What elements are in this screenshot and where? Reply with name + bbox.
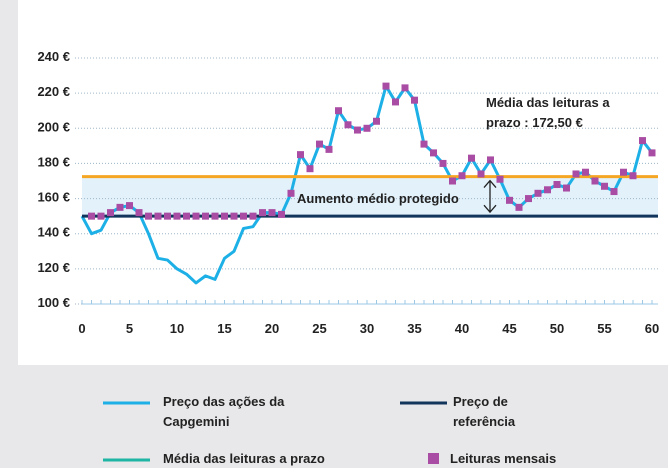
y-tick-label: 160 €	[37, 190, 70, 205]
monthly-reading	[297, 151, 304, 159]
monthly-reading	[506, 196, 513, 204]
monthly-reading	[230, 212, 238, 220]
x-tick-label: 30	[360, 321, 374, 336]
monthly-reading	[487, 156, 494, 164]
monthly-reading	[344, 121, 352, 129]
monthly-reading	[173, 212, 181, 220]
monthly-reading	[183, 212, 190, 220]
y-tick-label: 180 €	[37, 155, 70, 170]
y-tick-label: 220 €	[37, 85, 70, 100]
x-tick-label: 15	[217, 321, 231, 336]
monthly-reading	[354, 126, 361, 134]
monthly-reading	[411, 96, 418, 104]
monthly-reading	[525, 195, 532, 203]
monthly-reading	[116, 203, 124, 211]
x-tick-label: 10	[170, 321, 184, 336]
monthly-reading	[553, 181, 561, 189]
monthly-reading	[563, 184, 570, 192]
double-arrow	[483, 179, 497, 214]
monthly-reading	[382, 82, 390, 90]
average-annotation: Média das leituras a prazo : 172,50 €	[486, 95, 610, 130]
protected-annotation: Aumento médio protegido	[297, 191, 459, 206]
monthly-reading	[97, 212, 105, 220]
monthly-reading	[126, 202, 133, 210]
monthly-reading	[107, 209, 114, 217]
monthly-reading	[306, 165, 314, 173]
monthly-reading	[135, 209, 143, 217]
monthly-reading	[192, 212, 200, 220]
y-tick-label: 200 €	[37, 120, 70, 135]
x-tick-label: 0	[78, 321, 85, 336]
monthly-reading	[639, 137, 646, 145]
monthly-reading	[268, 209, 276, 217]
monthly-reading	[164, 212, 171, 220]
monthly-reading	[477, 170, 485, 178]
monthly-reading	[316, 140, 323, 148]
monthly-reading	[591, 177, 599, 185]
x-tick-label: 60	[645, 321, 659, 336]
y-tick-label: 100 €	[37, 295, 70, 310]
x-tick-label: 5	[126, 321, 133, 336]
monthly-reading	[430, 149, 437, 157]
legend-swatch	[428, 453, 439, 464]
monthly-reading	[240, 212, 247, 220]
monthly-reading	[620, 168, 627, 176]
monthly-reading	[259, 209, 266, 217]
monthly-reading	[648, 149, 656, 157]
legend-label: Leituras mensais	[450, 451, 556, 466]
monthly-reading	[629, 172, 637, 180]
monthly-reading	[335, 107, 342, 115]
monthly-reading	[278, 210, 285, 218]
y-tick-label: 120 €	[37, 260, 70, 275]
monthly-reading	[88, 212, 95, 220]
monthly-reading	[534, 189, 542, 197]
protected-band	[82, 176, 658, 217]
monthly-reading	[221, 212, 228, 220]
x-tick-label: 20	[265, 321, 279, 336]
monthly-reading	[145, 212, 152, 220]
x-tick-label: 45	[502, 321, 516, 336]
x-tick-label: 25	[312, 321, 326, 336]
y-tick-label: 140 €	[37, 225, 70, 240]
monthly-reading	[154, 212, 162, 220]
monthly-reading	[544, 186, 551, 194]
legend-label: Preço das ações da Capgemini	[163, 394, 285, 429]
monthly-reading	[363, 124, 371, 132]
monthly-reading	[325, 145, 333, 153]
monthly-reading	[287, 189, 295, 197]
monthly-reading	[420, 140, 428, 148]
x-tick-label: 55	[597, 321, 611, 336]
x-tick-label: 50	[550, 321, 564, 336]
legend-label: Preço de referência	[453, 394, 516, 429]
monthly-reading	[468, 154, 475, 162]
monthly-reading	[449, 177, 456, 185]
y-tick-label: 240 €	[37, 49, 70, 64]
monthly-reading	[439, 159, 447, 167]
monthly-reading	[515, 203, 523, 211]
x-tick-label: 35	[407, 321, 421, 336]
monthly-reading	[401, 84, 409, 92]
monthly-reading	[582, 168, 589, 176]
monthly-reading	[458, 172, 466, 180]
monthly-reading	[373, 117, 380, 125]
monthly-reading	[496, 175, 504, 183]
legend-label: Média das leituras a prazo	[163, 451, 325, 466]
monthly-reading	[392, 98, 399, 106]
monthly-reading	[572, 170, 580, 178]
monthly-reading	[202, 212, 209, 220]
monthly-reading	[601, 182, 608, 190]
x-tick-label: 40	[455, 321, 469, 336]
monthly-reading	[211, 212, 219, 220]
monthly-reading	[610, 188, 618, 196]
monthly-reading	[249, 212, 257, 220]
